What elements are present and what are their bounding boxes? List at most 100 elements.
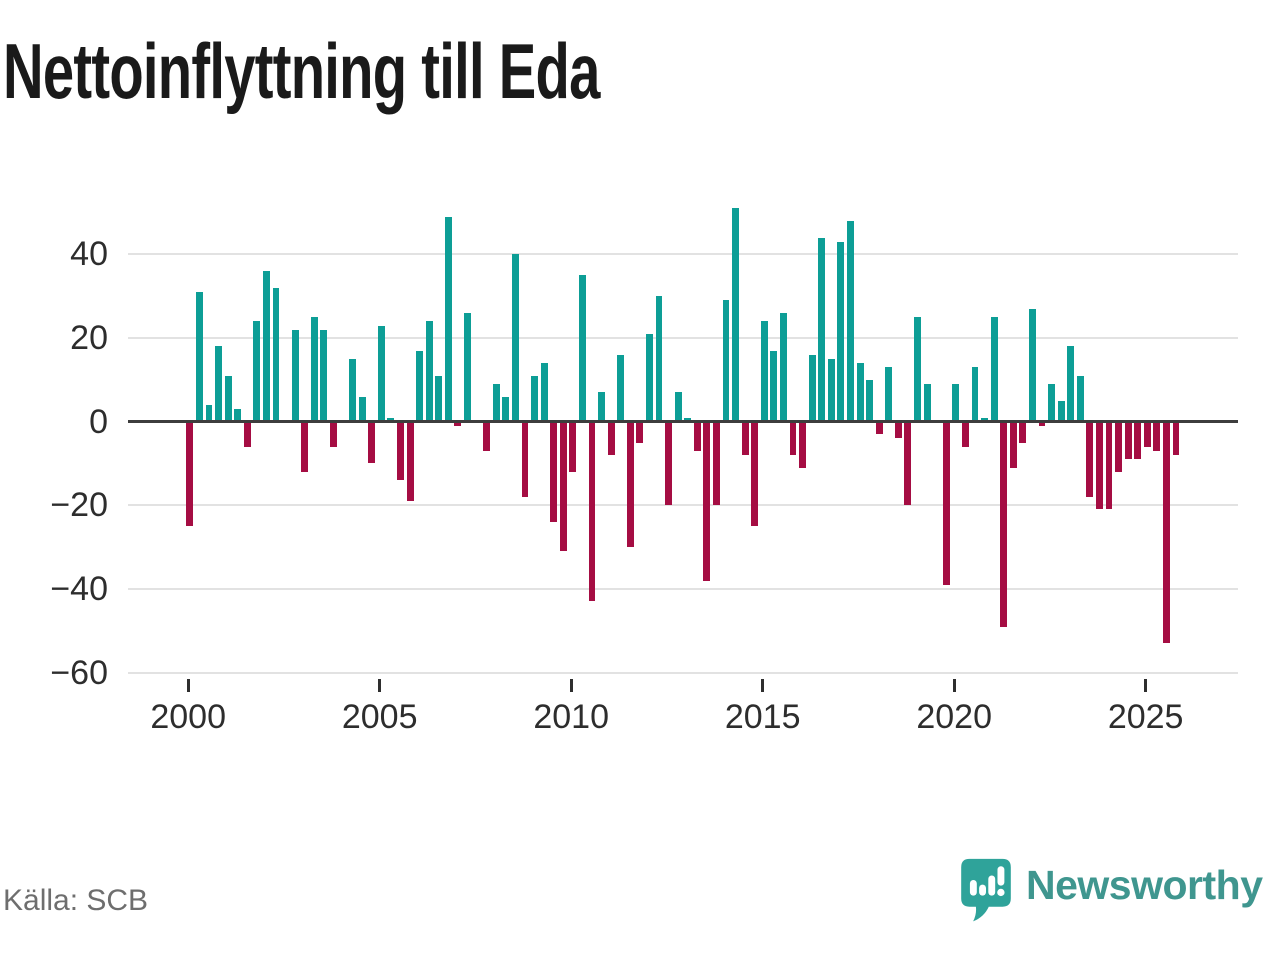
x-axis-label: 2005 xyxy=(341,698,418,736)
bar xyxy=(559,421,567,552)
y-axis-label: −40 xyxy=(50,569,108,608)
x-axis-label: 2010 xyxy=(533,698,609,736)
newsworthy-logo-icon xyxy=(961,858,1011,922)
bar xyxy=(531,375,538,422)
bar xyxy=(224,375,232,422)
bar xyxy=(712,421,720,506)
bar xyxy=(492,384,500,422)
bar xyxy=(827,358,835,422)
bar xyxy=(981,417,988,422)
x-axis-tick xyxy=(761,679,765,692)
bar xyxy=(923,384,931,422)
bar xyxy=(511,254,519,422)
gridline xyxy=(128,337,1238,340)
bar xyxy=(1048,384,1055,422)
bar xyxy=(1124,421,1132,460)
bar xyxy=(760,321,768,422)
x-axis-tick xyxy=(186,679,190,692)
bar xyxy=(540,363,548,422)
bar xyxy=(186,421,194,527)
x-axis-tick xyxy=(1144,679,1148,692)
bar xyxy=(301,421,309,472)
bar xyxy=(397,421,404,481)
bar xyxy=(626,421,634,548)
bar xyxy=(1162,421,1170,644)
bar xyxy=(885,367,893,422)
bar xyxy=(875,421,883,435)
bar xyxy=(569,421,577,472)
bar xyxy=(703,421,711,581)
bar xyxy=(1038,421,1046,426)
bar xyxy=(598,392,605,422)
x-axis-tick xyxy=(952,679,956,692)
bar xyxy=(349,358,357,422)
y-axis-label: −60 xyxy=(50,653,108,692)
bar xyxy=(310,317,318,422)
bar xyxy=(464,312,471,422)
bar xyxy=(550,421,558,523)
x-axis-label: 2000 xyxy=(150,698,227,736)
bar xyxy=(358,396,366,422)
newsworthy-logo: Newsworthy xyxy=(960,858,1263,926)
bar xyxy=(1057,400,1065,422)
gridline xyxy=(128,587,1238,590)
bar xyxy=(751,421,759,527)
gridline xyxy=(128,671,1238,674)
bar xyxy=(1000,421,1008,627)
bar xyxy=(1067,346,1075,422)
bar xyxy=(952,384,960,422)
bar xyxy=(1115,421,1123,472)
bar xyxy=(483,421,491,451)
y-axis-label: −20 xyxy=(50,486,108,525)
bar xyxy=(435,375,443,422)
x-axis-label: 2025 xyxy=(1107,698,1184,736)
bar xyxy=(1076,375,1084,422)
bar xyxy=(617,354,625,422)
bar xyxy=(1105,421,1113,510)
bar xyxy=(502,396,510,422)
source-label: Källa: SCB xyxy=(3,884,149,917)
bar xyxy=(847,221,854,422)
gridline xyxy=(128,253,1238,256)
bar xyxy=(693,421,701,451)
bar xyxy=(1153,421,1161,451)
bar xyxy=(377,325,385,422)
bar xyxy=(243,421,251,447)
bar xyxy=(914,317,921,422)
bar xyxy=(971,367,979,422)
bar xyxy=(655,296,663,422)
bar xyxy=(780,312,787,422)
bar xyxy=(588,421,596,602)
bar xyxy=(894,421,902,439)
bar xyxy=(645,333,653,422)
bar xyxy=(942,421,950,585)
bar xyxy=(578,275,586,422)
y-axis-label: 20 xyxy=(70,319,108,358)
bar xyxy=(205,404,213,422)
bar xyxy=(1028,308,1036,422)
bar xyxy=(636,421,644,443)
bar xyxy=(1019,421,1027,443)
bar xyxy=(1009,421,1017,468)
bar xyxy=(320,329,328,422)
x-axis-label: 2015 xyxy=(724,698,801,736)
y-axis-label: 0 xyxy=(89,402,108,441)
bar xyxy=(444,216,452,422)
bar xyxy=(425,321,433,422)
bar xyxy=(961,421,969,447)
bar xyxy=(732,208,740,422)
bar xyxy=(684,417,692,422)
bar xyxy=(818,237,826,422)
bar xyxy=(406,421,414,502)
bar xyxy=(368,421,376,464)
bar xyxy=(990,317,998,422)
bar xyxy=(1134,421,1142,460)
chart-title: Nettoinflyttning till Eda xyxy=(3,27,600,115)
x-axis-tick xyxy=(569,679,573,692)
bar xyxy=(866,379,874,422)
bar xyxy=(665,421,673,506)
bar xyxy=(789,421,797,456)
bar xyxy=(837,241,845,422)
newsworthy-logo-text: Newsworthy xyxy=(1026,861,1263,908)
